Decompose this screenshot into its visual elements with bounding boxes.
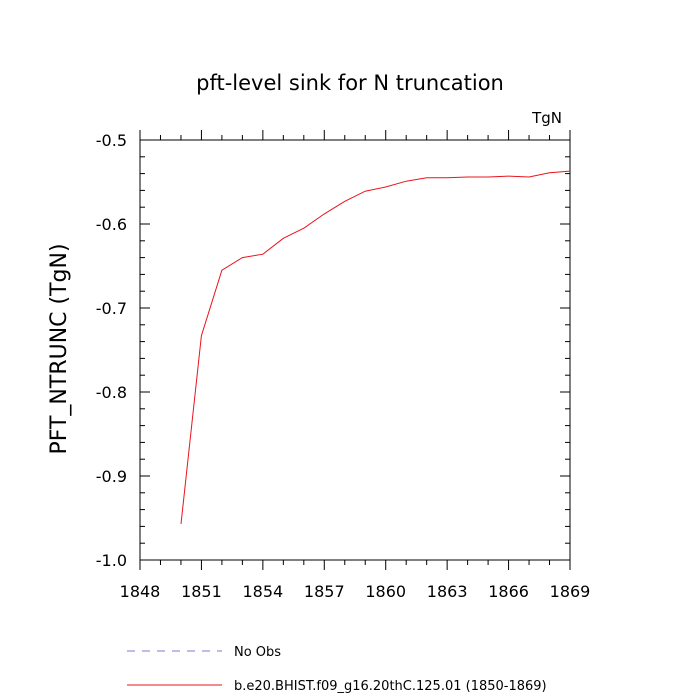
x-tick-labels: 1848 1851 1854 1857 1860 1863 1866 1869 bbox=[120, 582, 591, 601]
series-layer bbox=[180, 170, 571, 524]
x-tick-label: 1860 bbox=[365, 582, 406, 601]
y-tick-labels: -0.5 -0.6 -0.7 -0.8 -0.9 -1.0 bbox=[96, 131, 127, 570]
x-tick-label: 1866 bbox=[488, 582, 529, 601]
x-tick-label: 1854 bbox=[242, 582, 283, 601]
units-label: TgN bbox=[531, 109, 562, 127]
legend-label-model: b.e20.BHIST.f09_g16.20thC.125.01 (1850-1… bbox=[234, 679, 547, 694]
chart-title: pft-level sink for N truncation bbox=[196, 71, 504, 95]
legend: No Obs b.e20.BHIST.f09_g16.20thC.125.01 … bbox=[127, 645, 547, 694]
y-tick-label: -0.9 bbox=[96, 467, 127, 486]
y-tick-label: -0.6 bbox=[96, 215, 127, 234]
y-tick-label: -0.5 bbox=[96, 131, 127, 150]
y-tick-label: -0.7 bbox=[96, 299, 127, 318]
legend-label-no-obs: No Obs bbox=[234, 645, 281, 660]
x-tick-label: 1863 bbox=[427, 582, 468, 601]
x-tick-label: 1851 bbox=[181, 582, 222, 601]
series-line bbox=[180, 170, 571, 524]
axis-ticks bbox=[139, 130, 571, 570]
y-tick-label: -0.8 bbox=[96, 383, 127, 402]
y-axis-label: PFT_NTRUNC (TgN) bbox=[47, 243, 72, 454]
plot-frame bbox=[139, 139, 571, 561]
y-tick-label: -1.0 bbox=[96, 551, 127, 570]
x-tick-label: 1857 bbox=[304, 582, 345, 601]
x-tick-label: 1848 bbox=[120, 582, 161, 601]
x-tick-label: 1869 bbox=[550, 582, 591, 601]
